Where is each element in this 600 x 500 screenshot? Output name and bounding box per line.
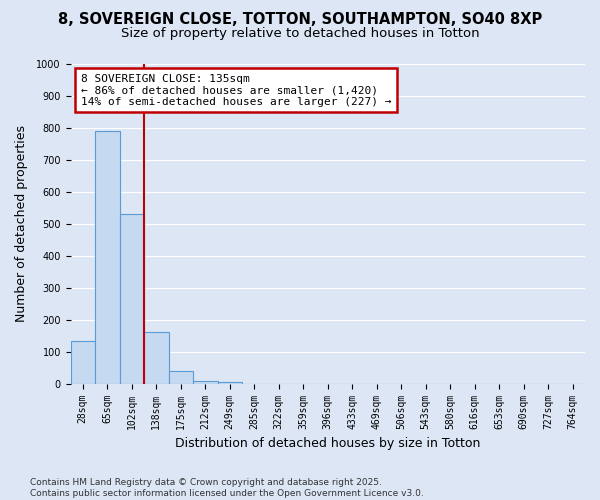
Bar [95, 131, 119, 384]
Bar [193, 381, 218, 384]
X-axis label: Distribution of detached houses by size in Totton: Distribution of detached houses by size … [175, 437, 481, 450]
Text: Size of property relative to detached houses in Totton: Size of property relative to detached ho… [121, 28, 479, 40]
Y-axis label: Number of detached properties: Number of detached properties [15, 126, 28, 322]
Bar [144, 332, 169, 384]
Text: Contains HM Land Registry data © Crown copyright and database right 2025.
Contai: Contains HM Land Registry data © Crown c… [30, 478, 424, 498]
Bar [119, 214, 144, 384]
Bar [71, 340, 95, 384]
Bar [218, 382, 242, 384]
Text: 8 SOVEREIGN CLOSE: 135sqm
← 86% of detached houses are smaller (1,420)
14% of se: 8 SOVEREIGN CLOSE: 135sqm ← 86% of detac… [81, 74, 391, 107]
Bar [169, 371, 193, 384]
Text: 8, SOVEREIGN CLOSE, TOTTON, SOUTHAMPTON, SO40 8XP: 8, SOVEREIGN CLOSE, TOTTON, SOUTHAMPTON,… [58, 12, 542, 28]
